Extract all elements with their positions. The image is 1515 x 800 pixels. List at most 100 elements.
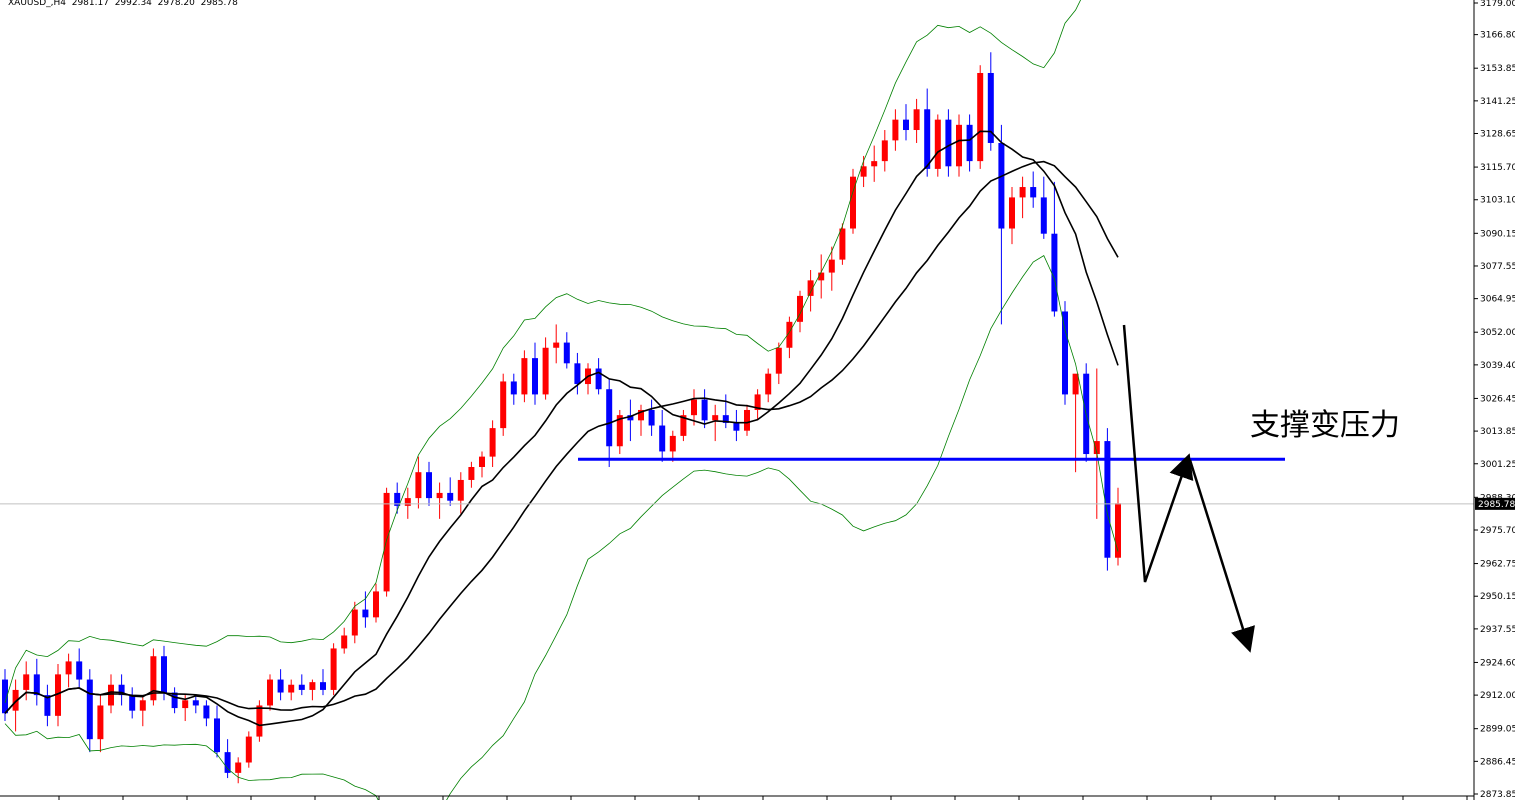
- candle-body: [65, 661, 72, 675]
- candle: [828, 246, 835, 291]
- price-tick-label: 3026.45: [1480, 394, 1515, 404]
- price-tick-label: 2924.60: [1480, 658, 1515, 668]
- candle-body: [129, 695, 136, 711]
- candle-body: [203, 705, 210, 719]
- candle-body: [956, 124, 962, 167]
- candle-body: [436, 492, 443, 499]
- candle-body: [1030, 187, 1037, 198]
- candle: [563, 332, 570, 369]
- candle: [850, 168, 856, 234]
- candle: [744, 404, 750, 436]
- candle: [468, 461, 475, 488]
- candle: [542, 337, 549, 400]
- price-tick-label: 3039.40: [1480, 361, 1515, 371]
- price-tick-label: 3103.10: [1480, 196, 1515, 206]
- candle-body: [1115, 503, 1121, 558]
- candle-body: [913, 109, 920, 131]
- candle-body: [171, 692, 178, 709]
- price-tick-label: 3153.85: [1480, 64, 1515, 74]
- candle: [977, 65, 984, 169]
- candle-body: [765, 373, 772, 395]
- candle: [447, 477, 454, 506]
- support-becomes-resistance-annotation: 支撑变压力: [1250, 408, 1400, 443]
- candle: [479, 451, 485, 478]
- candle: [775, 342, 782, 385]
- candle: [998, 124, 1005, 325]
- candle-body: [807, 280, 814, 296]
- candle-body: [150, 656, 157, 701]
- candle-body: [828, 259, 835, 273]
- candle: [987, 52, 994, 151]
- price-tick-label: 3001.25: [1480, 460, 1515, 470]
- candle-body: [648, 409, 655, 426]
- candle: [457, 472, 464, 514]
- candle: [383, 487, 390, 597]
- candle: [118, 674, 125, 706]
- candle: [489, 420, 496, 467]
- candle: [765, 368, 772, 403]
- candle: [150, 648, 157, 706]
- price-tick-label: 3166.80: [1480, 31, 1515, 41]
- candle-body: [595, 368, 602, 390]
- candle-body: [118, 684, 125, 696]
- candle: [807, 269, 814, 312]
- candle: [945, 109, 952, 177]
- candle: [245, 731, 252, 768]
- candle: [691, 389, 697, 426]
- candle: [754, 389, 761, 421]
- candle: [532, 342, 538, 405]
- candle-body: [998, 142, 1005, 229]
- candle-body: [373, 591, 379, 618]
- price-tick-label: 3115.70: [1480, 163, 1515, 173]
- candle-body: [12, 689, 19, 711]
- candle: [924, 88, 931, 177]
- candle: [659, 409, 666, 462]
- candle: [1040, 176, 1047, 239]
- candle: [1104, 428, 1111, 571]
- candle-body: [606, 389, 613, 447]
- candle-body: [489, 428, 496, 457]
- candle: [320, 669, 326, 696]
- candle: [574, 352, 581, 395]
- candle-body: [415, 472, 422, 499]
- candle-body: [161, 656, 167, 693]
- price-tick-label: 3141.25: [1480, 97, 1515, 107]
- candle: [797, 290, 803, 333]
- moving-average-fast: [4, 130, 1119, 727]
- price-tick-label: 2899.05: [1480, 725, 1515, 735]
- candle-body: [892, 119, 899, 141]
- candle: [956, 114, 962, 177]
- price-tick-label: 3052.00: [1480, 328, 1515, 338]
- candle: [351, 601, 358, 644]
- candle: [1062, 301, 1068, 405]
- candle-body: [521, 358, 528, 395]
- candle: [638, 404, 644, 436]
- ohlc-header: XAUUSD_,H4 2981.17 2992.34 2978.20 2985.…: [8, 0, 238, 8]
- candle-body: [712, 415, 719, 421]
- candles-layer: [2, 52, 1121, 784]
- candle-body: [108, 684, 114, 706]
- candle: [1019, 176, 1026, 219]
- candle: [553, 324, 560, 364]
- candle: [786, 316, 793, 359]
- price-tick-label: 3013.85: [1480, 427, 1515, 437]
- price-tick-label: 2937.55: [1480, 625, 1515, 635]
- price-tick-label: 3077.55: [1480, 262, 1515, 272]
- candle: [192, 695, 199, 714]
- price-tick-label: 3179.00: [1480, 0, 1515, 9]
- candle: [55, 664, 61, 727]
- candle: [903, 104, 909, 141]
- price-tick-label: 2886.45: [1480, 757, 1515, 767]
- candle: [913, 98, 920, 143]
- indicators-layer: [0, 0, 1474, 800]
- candle-body: [839, 228, 846, 260]
- candle-body: [404, 498, 411, 506]
- candle: [415, 456, 422, 509]
- candle-body: [987, 72, 994, 143]
- candle: [510, 373, 517, 405]
- candle: [616, 409, 623, 455]
- candle-body: [680, 415, 687, 436]
- candle: [1115, 487, 1121, 566]
- candle-body: [298, 684, 305, 690]
